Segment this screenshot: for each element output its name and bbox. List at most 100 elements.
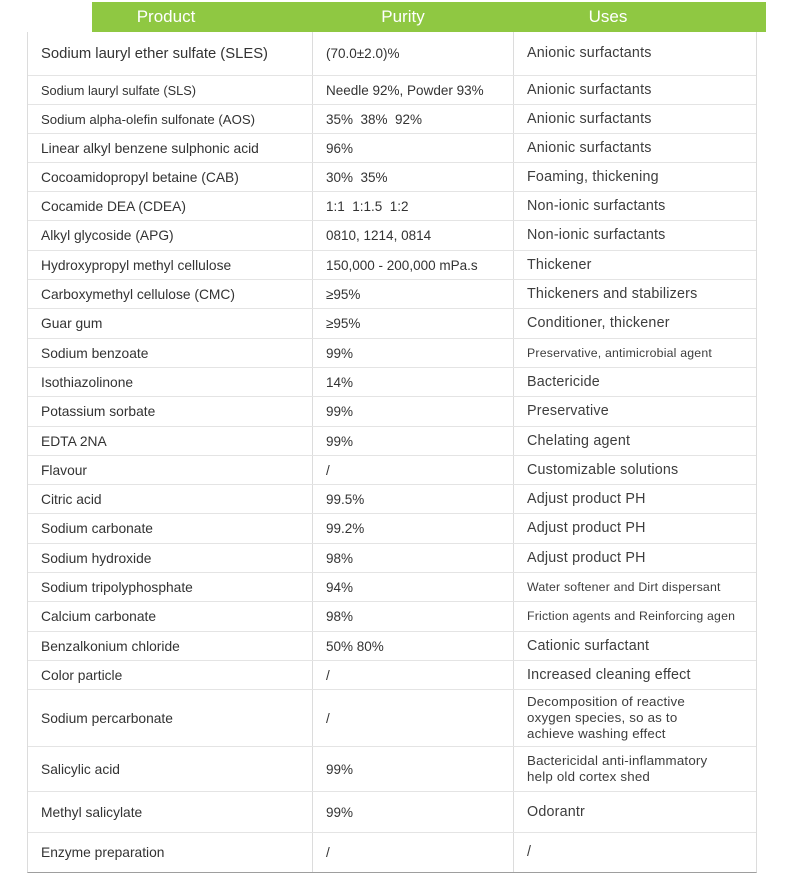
table-row: Sodium carbonate 99.2% Adjust product PH	[28, 514, 756, 544]
product-cell: Methyl salicylate	[41, 804, 143, 820]
uses-cell: Water softener and Dirt dispersant	[513, 573, 756, 601]
column-header-uses: Uses	[588, 7, 628, 26]
table-row: Enzyme preparation / /	[28, 833, 756, 872]
purity-cell: /	[312, 661, 513, 689]
table-row: Calcium carbonate 98% Friction agents and …	[28, 602, 756, 632]
uses-cell: Decomposition of reactive oxygen species…	[513, 690, 756, 746]
uses-cell: Bactericide	[513, 368, 756, 396]
purity-cell: 150,000 - 200,000 mPa.s	[312, 251, 513, 279]
table-row: Sodium percarbonate / Decomposition of rea…	[28, 690, 756, 747]
uses-cell: Customizable solutions	[513, 456, 756, 484]
uses-cell: Increased cleaning effect	[513, 661, 756, 689]
table-row: Sodium hydroxide 98% Adjust product PH	[28, 544, 756, 573]
table-row: Linear alkyl benzene sulphonic acid 96% An…	[28, 134, 756, 163]
uses-cell: Conditioner, thickener	[513, 309, 756, 338]
product-cell: Sodium lauryl sulfate (SLS)	[41, 82, 197, 98]
uses-cell: /	[513, 833, 756, 872]
purity-cell: /	[312, 690, 513, 746]
uses-cell: Adjust product PH	[513, 485, 756, 513]
purity-cell: /	[312, 833, 513, 872]
purity-cell: ≥95%	[312, 309, 513, 338]
table-header-bar: Product Purity Uses	[92, 2, 766, 32]
product-cell: Sodium hydroxide	[41, 550, 152, 566]
table-row: Guar gum ≥95% Conditioner, thickener	[28, 309, 756, 339]
product-cell: Sodium tripolyphosphate	[41, 579, 193, 595]
product-cell: Guar gum	[41, 316, 103, 331]
uses-cell: Friction agents and Reinforcing agen	[513, 602, 756, 631]
uses-cell: Odorantr	[513, 792, 756, 832]
purity-cell: Needle 92%, Powder 93%	[312, 76, 513, 104]
product-cell: Carboxymethyl cellulose (CMC)	[41, 286, 235, 302]
purity-cell: 99.2%	[312, 514, 513, 543]
purity-cell: 35% 38% 92%	[312, 105, 513, 133]
product-cell: Benzalkonium chloride	[41, 638, 180, 654]
purity-cell: 99.5%	[312, 485, 513, 513]
table-row: Cocoamidopropyl betaine (CAB) 30% 35% Foam…	[28, 163, 756, 192]
product-cell: Salicylic acid	[41, 761, 120, 777]
purity-cell: 94%	[312, 573, 513, 601]
table-row: Sodium tripolyphosphate 94% Water softener…	[28, 573, 756, 602]
uses-cell: Chelating agent	[513, 427, 756, 455]
purity-cell: 14%	[312, 368, 513, 396]
purity-cell: 99%	[312, 747, 513, 791]
product-cell: Sodium benzoate	[41, 345, 149, 361]
purity-cell: 50% 80%	[312, 632, 513, 660]
table-row: EDTA 2NA 99% Chelating agent	[28, 427, 756, 456]
purity-cell: 98%	[312, 544, 513, 572]
purity-cell: 98%	[312, 602, 513, 631]
table-row: Carboxymethyl cellulose (CMC) ≥95% Thicken…	[28, 280, 756, 309]
table-row: Sodium benzoate 99% Preservative, antimicr…	[28, 339, 756, 368]
uses-cell: Preservative	[513, 397, 756, 426]
product-cell: Sodium carbonate	[41, 521, 153, 536]
table-row: Sodium lauryl sulfate (SLS) Needle 92%, P…	[28, 76, 756, 105]
table-row: Salicylic acid 99% Bactericidal anti-infla…	[28, 747, 756, 792]
table-row: Color particle / Increased cleaning effect	[28, 661, 756, 690]
product-cell: Sodium alpha-olefin sulfonate (AOS)	[41, 111, 256, 127]
product-cell: Color particle	[41, 667, 123, 683]
table-row: Sodium alpha-olefin sulfonate (AOS) 35% 3…	[28, 105, 756, 134]
uses-cell: Non-ionic surfactants	[513, 192, 756, 220]
column-header-product: Product	[136, 7, 196, 26]
product-cell: Flavour	[41, 462, 88, 478]
purity-cell: 30% 35%	[312, 163, 513, 191]
product-cell: Calcium carbonate	[41, 609, 157, 624]
uses-cell: Thickener	[513, 251, 756, 279]
purity-cell: 96%	[312, 134, 513, 162]
uses-cell: Adjust product PH	[513, 514, 756, 543]
uses-cell: Foaming, thickening	[513, 163, 756, 191]
uses-cell: Thickeners and stabilizers	[513, 280, 756, 308]
product-cell: Cocoamidopropyl betaine (CAB)	[41, 169, 239, 185]
purity-cell: (70.0±2.0)%	[312, 32, 513, 75]
product-cell: EDTA 2NA	[41, 433, 107, 449]
column-header-purity: Purity	[381, 7, 425, 26]
table-row: Citric acid 99.5% Adjust product PH	[28, 485, 756, 514]
product-table: Sodium lauryl ether sulfate (SLES) (70.0±…	[27, 32, 757, 873]
purity-cell: 99%	[312, 339, 513, 367]
product-cell: Hydroxypropyl methyl cellulose	[41, 257, 232, 273]
purity-cell: ≥95%	[312, 280, 513, 308]
table-row: Alkyl glycoside (APG) 0810, 1214, 0814 Non…	[28, 221, 756, 251]
uses-cell: Bactericidal anti-inflammatory help old …	[513, 747, 756, 791]
uses-cell: Anionic surfactants	[513, 76, 756, 104]
product-cell: Cocamide DEA (CDEA)	[41, 198, 186, 214]
product-cell: Isothiazolinone	[41, 374, 134, 390]
purity-cell: 99%	[312, 397, 513, 426]
uses-cell: Anionic surfactants	[513, 134, 756, 162]
purity-cell: 99%	[312, 427, 513, 455]
product-cell: Enzyme preparation	[41, 845, 165, 860]
table-row: Isothiazolinone 14% Bactericide	[28, 368, 756, 397]
table-row: Sodium lauryl ether sulfate (SLES) (70.0±…	[28, 32, 756, 76]
product-cell: Citric acid	[41, 491, 102, 507]
purity-cell: 0810, 1214, 0814	[312, 221, 513, 250]
table-row: Cocamide DEA (CDEA) 1:1 1:1.5 1:2 Non-ioni…	[28, 192, 756, 221]
uses-cell: Anionic surfactants	[513, 32, 756, 75]
product-cell: Sodium lauryl ether sulfate (SLES)	[41, 45, 268, 62]
product-cell: Sodium percarbonate	[41, 710, 173, 726]
table-row: Hydroxypropyl methyl cellulose 150,000 - …	[28, 251, 756, 280]
table-row: Flavour / Customizable solutions	[28, 456, 756, 485]
purity-cell: 1:1 1:1.5 1:2	[312, 192, 513, 220]
purity-cell: 99%	[312, 792, 513, 832]
uses-cell: Non-ionic surfactants	[513, 221, 756, 250]
product-cell: Alkyl glycoside (APG)	[41, 228, 174, 243]
